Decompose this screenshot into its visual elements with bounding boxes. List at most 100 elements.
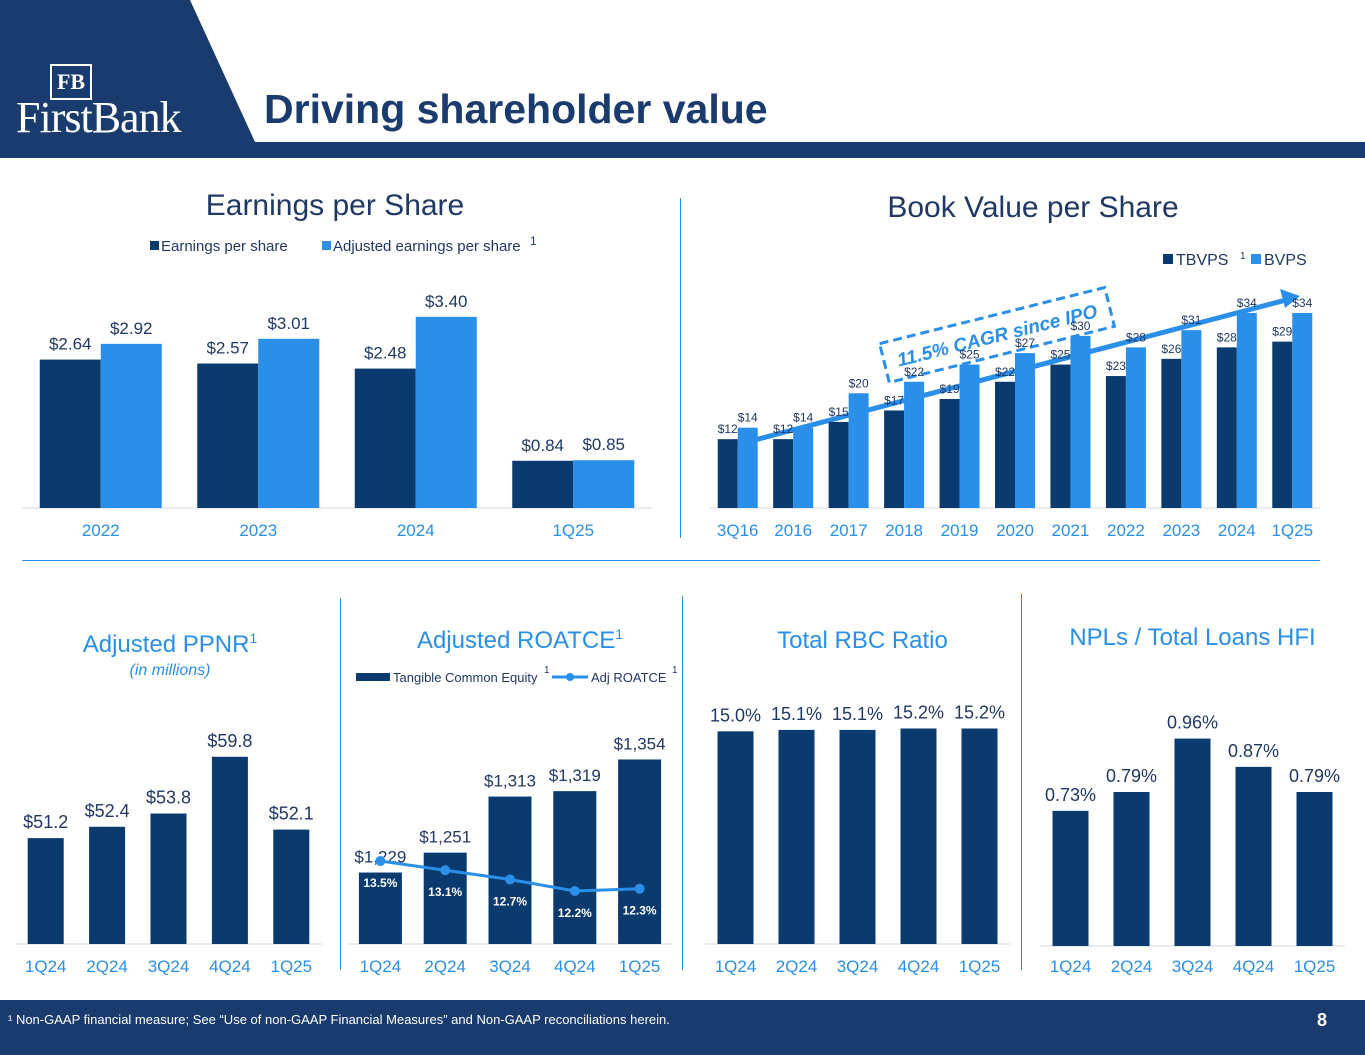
ppnr-data-label: $52.4 — [85, 801, 130, 821]
roatce-bar — [423, 852, 467, 944]
eps-legend-superscript: 1 — [530, 234, 537, 248]
eps-tick-label: 2022 — [82, 521, 120, 540]
bvps-bar — [828, 421, 849, 508]
roatce-legend-superscript: 1 — [672, 665, 678, 676]
roatce-title-superscript: 1 — [615, 626, 624, 642]
rbc-tick-label: 4Q24 — [898, 957, 940, 976]
bvps-data-label: $12 — [773, 422, 793, 436]
ppnr-bar — [150, 813, 187, 944]
bvps-bar — [995, 381, 1015, 508]
npl-bar — [1296, 792, 1333, 946]
roatce-tick-label: 1Q24 — [360, 957, 402, 976]
roatce-title-text: Adjusted ROATCE — [416, 627, 616, 654]
ppnr-bar — [89, 826, 126, 944]
ppnr-bar — [273, 829, 310, 944]
roatce-tick-label: 2Q24 — [424, 957, 466, 976]
bvps-cagr-box — [877, 285, 1117, 385]
bvps-tick-label: 2022 — [1107, 521, 1145, 540]
eps-chart-title: Earnings per Share — [205, 189, 465, 222]
roatce-data-label: $1,319 — [549, 766, 601, 785]
eps-tick-label: 1Q25 — [552, 521, 594, 540]
roatce-chart-title: Adjusted ROATCE1 — [365, 626, 675, 655]
roatce-data-label: $1,229 — [354, 848, 406, 867]
eps-data-label: $3.01 — [267, 314, 310, 333]
roatce-data-label: $1,251 — [419, 828, 471, 847]
rbc-data-label: 15.0% — [710, 705, 761, 725]
rbc-chart-title: Total RBC Ratio — [777, 627, 948, 654]
rbc-tick-label: 2Q24 — [776, 957, 818, 976]
bvps-data-label: $14 — [793, 411, 813, 425]
npl-data-label: 0.87% — [1228, 741, 1279, 761]
roatce-line-marker — [505, 874, 515, 885]
roatce-tick-label: 3Q24 — [489, 957, 531, 976]
ppnr-subtitle: (in millions) — [129, 662, 211, 679]
npl-tick-label: 1Q24 — [1050, 957, 1092, 976]
ppnr-data-label: $52.1 — [269, 804, 314, 824]
bvps-data-label: $12 — [718, 422, 738, 436]
roatce-data-label: $1,313 — [484, 772, 536, 791]
bvps-trend-arrow — [727, 297, 1287, 450]
npl-tick-label: 3Q24 — [1172, 957, 1214, 976]
npl-bar — [1235, 766, 1272, 946]
eps-bar — [512, 460, 574, 508]
roatce-line-label: 13.1% — [428, 885, 462, 899]
eps-bar — [258, 338, 320, 508]
roatce-line-label: 13.5% — [363, 876, 397, 890]
header-bar — [0, 0, 1365, 158]
npl-tick-label: 1Q25 — [1294, 957, 1336, 976]
roatce-tick-label: 1Q25 — [619, 957, 661, 976]
eps-tick-label: 2024 — [397, 521, 435, 540]
rbc-tick-label: 3Q24 — [837, 957, 879, 976]
roatce-legend-marker — [566, 673, 574, 681]
bvps-bar — [1236, 312, 1257, 508]
eps-data-label: $2.57 — [206, 339, 249, 358]
eps-legend-label: Adjusted earnings per share — [333, 238, 521, 255]
bvps-data-label: $22 — [995, 365, 1015, 379]
rbc-bar — [900, 728, 937, 944]
ppnr-data-label: $59.8 — [207, 731, 252, 751]
bvps-legend-swatch — [1163, 254, 1173, 264]
eps-data-label: $2.48 — [364, 344, 407, 363]
eps-bar — [197, 363, 259, 508]
roatce-line-marker — [634, 883, 645, 894]
footnote: ¹ Non-GAAP financial measure; See “Use o… — [8, 1012, 670, 1027]
roatce-line-marker — [440, 865, 451, 876]
eps-bar — [100, 343, 162, 508]
npl-bar — [1174, 738, 1211, 946]
bvps-tick-label: 2016 — [774, 521, 812, 540]
ppnr-tick-label: 1Q25 — [271, 957, 313, 976]
rbc-data-label: 15.1% — [771, 704, 822, 724]
bvps-cagr-annotation: 11.5% CAGR since IPO — [877, 285, 1117, 385]
bvps-tick-label: 2019 — [941, 521, 979, 540]
divider-top — [680, 198, 681, 538]
roatce-legend-superscript: 1 — [544, 665, 550, 676]
rbc-bar — [839, 729, 876, 944]
roatce-bar — [553, 791, 597, 944]
bvps-data-label: $19 — [940, 382, 960, 396]
bvps-data-label: $27 — [1015, 336, 1035, 350]
bvps-bar — [1292, 312, 1313, 508]
eps-legend-label: Earnings per share — [161, 238, 288, 255]
npl-bar — [1052, 810, 1089, 946]
bvps-trend-arrowhead — [1280, 289, 1300, 308]
bvps-tick-label: 2020 — [996, 521, 1034, 540]
ppnr-bar — [211, 756, 248, 944]
bvps-data-label: $28 — [1126, 330, 1146, 344]
bvps-bar — [1070, 335, 1091, 508]
bvps-bar — [737, 427, 758, 508]
roatce-tick-label: 4Q24 — [554, 957, 596, 976]
roatce-line-label: 12.7% — [493, 894, 527, 908]
roatce-bar — [358, 872, 402, 944]
npl-tick-label: 2Q24 — [1111, 957, 1153, 976]
bvps-data-label: $14 — [738, 411, 758, 425]
bvps-data-label: $31 — [1181, 313, 1201, 327]
bvps-bar — [1161, 358, 1182, 508]
ppnr-chart-title: Adjusted PPNR1 — [20, 630, 320, 659]
eps-bar — [39, 359, 101, 508]
bvps-bar — [939, 399, 960, 508]
page-title: Driving shareholder value — [264, 86, 768, 132]
bvps-bar — [717, 439, 738, 508]
bvps-tick-label: 2023 — [1162, 521, 1200, 540]
roatce-line-label: 12.3% — [623, 904, 657, 918]
npl-bar — [1113, 792, 1150, 946]
